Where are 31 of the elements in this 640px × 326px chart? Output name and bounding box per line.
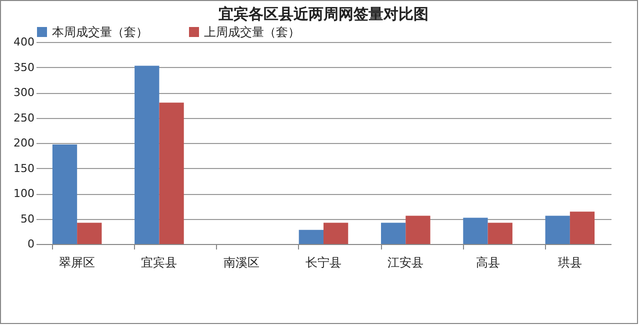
bar bbox=[77, 222, 102, 244]
x-tick-label: 高县 bbox=[476, 256, 500, 270]
y-tick-label: 350 bbox=[14, 60, 34, 74]
bar bbox=[134, 66, 160, 244]
bar bbox=[324, 222, 348, 244]
x-tick-label: 珙县 bbox=[558, 256, 582, 270]
bar bbox=[159, 102, 184, 244]
legend-label: 本周成交量（套） bbox=[52, 25, 148, 39]
x-tick-label: 宜宾县 bbox=[141, 256, 178, 270]
bar bbox=[381, 222, 406, 244]
y-tick-label: 100 bbox=[14, 187, 34, 200]
y-tick-label: 300 bbox=[14, 86, 34, 99]
x-tick-label: 翠屏区 bbox=[59, 256, 96, 270]
legend-label: 上周成交量（套） bbox=[204, 25, 300, 39]
chart-title: 宜宾各区县近两周网签量对比图 bbox=[218, 5, 428, 23]
bar bbox=[570, 212, 595, 244]
x-tick-label: 长宁县 bbox=[306, 256, 342, 270]
bar bbox=[463, 218, 488, 244]
bar bbox=[298, 230, 324, 244]
y-tick-label: 200 bbox=[14, 136, 34, 150]
y-tick-label: 0 bbox=[28, 238, 34, 250]
bar bbox=[488, 222, 512, 244]
y-tick-label: 50 bbox=[20, 212, 34, 226]
y-tick-label: 400 bbox=[14, 36, 34, 48]
y-tick-label: 150 bbox=[14, 162, 34, 175]
bar bbox=[406, 216, 430, 244]
y-tick-label: 250 bbox=[14, 111, 34, 124]
bar bbox=[52, 144, 78, 244]
x-tick-label: 南溪区 bbox=[223, 256, 260, 270]
x-tick-label: 江安县 bbox=[388, 256, 424, 270]
bar bbox=[545, 216, 570, 244]
